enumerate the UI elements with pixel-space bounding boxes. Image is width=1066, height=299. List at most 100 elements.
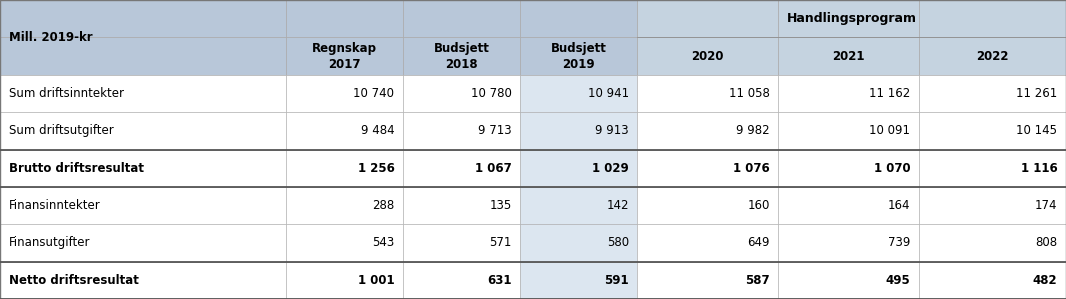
Bar [403, 75, 520, 112]
Bar [403, 37, 520, 75]
Text: 543: 543 [372, 237, 394, 249]
Text: 631: 631 [487, 274, 512, 287]
Bar [0, 75, 286, 112]
Bar [403, 224, 520, 262]
Bar [778, 112, 919, 150]
Bar [778, 37, 919, 75]
Text: Budsjett
2018: Budsjett 2018 [434, 42, 489, 71]
Text: 9 484: 9 484 [360, 124, 394, 137]
Bar [403, 0, 520, 37]
Bar [0, 112, 286, 150]
Text: Finansinntekter: Finansinntekter [9, 199, 100, 212]
Bar [520, 37, 637, 75]
Bar [0, 37, 286, 75]
Bar [637, 0, 778, 37]
Bar [286, 112, 403, 150]
Text: 1 029: 1 029 [593, 162, 629, 175]
Bar [286, 37, 403, 75]
Bar [919, 187, 1066, 224]
Bar [403, 187, 520, 224]
Text: 1 116: 1 116 [1021, 162, 1057, 175]
Text: 142: 142 [607, 199, 629, 212]
Text: 808: 808 [1035, 237, 1057, 249]
Text: 9 982: 9 982 [736, 124, 770, 137]
Bar [286, 0, 403, 37]
Bar [520, 187, 637, 224]
Bar [778, 262, 919, 299]
Bar [637, 75, 778, 112]
Bar [403, 150, 520, 187]
Bar [520, 262, 637, 299]
Bar [778, 0, 919, 37]
Text: 9 913: 9 913 [595, 124, 629, 137]
Text: 1 070: 1 070 [874, 162, 910, 175]
Bar [520, 224, 637, 262]
Bar [403, 112, 520, 150]
Text: 288: 288 [372, 199, 394, 212]
Text: Mill. 2019-kr: Mill. 2019-kr [9, 31, 92, 44]
Bar [0, 0, 286, 37]
Bar [919, 262, 1066, 299]
Text: Budsjett
2019: Budsjett 2019 [551, 42, 607, 71]
Text: Handlingsprogram: Handlingsprogram [787, 12, 917, 25]
Text: Netto driftsresultat: Netto driftsresultat [9, 274, 139, 287]
Text: 10 091: 10 091 [870, 124, 910, 137]
Bar [520, 75, 637, 112]
Text: 495: 495 [886, 274, 910, 287]
Bar [778, 224, 919, 262]
Bar [0, 262, 286, 299]
Text: 591: 591 [604, 274, 629, 287]
Text: 160: 160 [747, 199, 770, 212]
Text: 1 001: 1 001 [358, 274, 394, 287]
Text: 174: 174 [1035, 199, 1057, 212]
Bar [637, 187, 778, 224]
Text: Brutto driftsresultat: Brutto driftsresultat [9, 162, 144, 175]
Text: 1 076: 1 076 [733, 162, 770, 175]
Text: 10 145: 10 145 [1017, 124, 1057, 137]
Text: 135: 135 [489, 199, 512, 212]
Text: 2021: 2021 [833, 50, 865, 62]
Bar [919, 150, 1066, 187]
Bar [637, 37, 778, 75]
Bar [778, 75, 919, 112]
Bar [919, 0, 1066, 37]
Bar [778, 150, 919, 187]
Bar [286, 150, 403, 187]
Bar [919, 112, 1066, 150]
Text: 11 162: 11 162 [869, 87, 910, 100]
Bar [637, 150, 778, 187]
Text: Sum driftsinntekter: Sum driftsinntekter [9, 87, 124, 100]
Bar [0, 150, 286, 187]
Bar [637, 262, 778, 299]
Text: 10 941: 10 941 [587, 87, 629, 100]
Bar [778, 187, 919, 224]
Bar [286, 262, 403, 299]
Text: Regnskap
2017: Regnskap 2017 [312, 42, 376, 71]
Text: 2022: 2022 [976, 50, 1008, 62]
Text: 10 740: 10 740 [354, 87, 394, 100]
Bar [0, 187, 286, 224]
Text: 2020: 2020 [692, 50, 724, 62]
Text: 1 067: 1 067 [475, 162, 512, 175]
Bar [919, 224, 1066, 262]
Text: 739: 739 [888, 237, 910, 249]
Bar [520, 0, 637, 37]
Text: 1 256: 1 256 [357, 162, 394, 175]
Text: 580: 580 [607, 237, 629, 249]
Bar [637, 224, 778, 262]
Bar [520, 112, 637, 150]
Bar [637, 112, 778, 150]
Bar [0, 224, 286, 262]
Bar [403, 262, 520, 299]
Text: 164: 164 [888, 199, 910, 212]
Text: 11 261: 11 261 [1016, 87, 1057, 100]
Text: 11 058: 11 058 [729, 87, 770, 100]
Bar [286, 224, 403, 262]
Bar [919, 37, 1066, 75]
Text: Sum driftsutgifter: Sum driftsutgifter [9, 124, 113, 137]
Text: 587: 587 [745, 274, 770, 287]
Text: Finansutgifter: Finansutgifter [9, 237, 90, 249]
Bar [919, 75, 1066, 112]
Bar [286, 75, 403, 112]
Text: 649: 649 [747, 237, 770, 249]
